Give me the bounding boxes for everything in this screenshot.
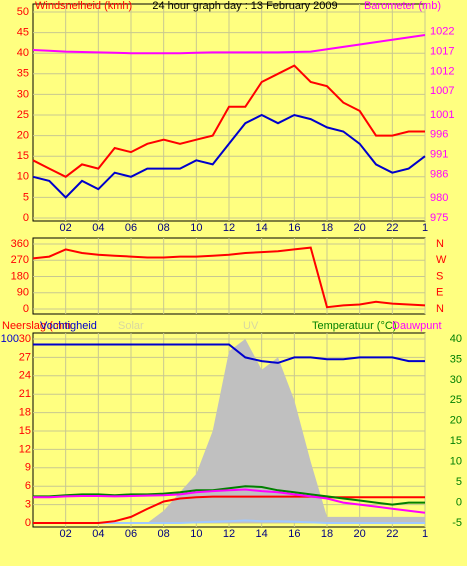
- y2-tick-label: 996: [430, 129, 448, 141]
- y2-tick-label: 1007: [430, 85, 454, 97]
- y2-tick-label: 5: [456, 476, 462, 488]
- y-axis-label: Windsnelheid (kmh): [35, 0, 132, 12]
- y2-tick-label: N: [436, 238, 444, 250]
- x-tick-label: 16: [288, 528, 300, 540]
- y2-tick-label: 30: [450, 374, 462, 386]
- y2-tick-label: 980: [430, 192, 448, 204]
- x-tick-label: 22: [386, 528, 398, 540]
- y-tick-label: 0: [23, 212, 29, 224]
- x-tick-label: 06: [125, 528, 137, 540]
- line: [33, 495, 425, 524]
- y-tick-label: 180: [11, 270, 29, 282]
- x-tick-label: 1: [422, 528, 428, 540]
- y2-tick-label: 986: [430, 168, 448, 180]
- y-tick-label: 35: [17, 68, 29, 80]
- y2-tick-label: 975: [430, 212, 448, 224]
- x-tick-label: 02: [60, 528, 72, 540]
- line: [32, 64, 425, 178]
- x-tick-label: 1: [422, 222, 428, 234]
- chart-title: 24 hour graph day : 13 February 2009: [152, 0, 337, 12]
- y-tick-label: 0: [23, 303, 29, 315]
- x-tick-label: 22: [386, 222, 398, 234]
- y-tick-label: 30: [19, 333, 31, 345]
- y2-tick-label: 20: [450, 415, 462, 427]
- y-tick-label: 25: [17, 109, 29, 121]
- y2-tick-label: N: [436, 303, 444, 315]
- x-tick-label: 18: [321, 528, 333, 540]
- x-tick-label: 02: [60, 222, 72, 234]
- y2-tick-label: S: [436, 270, 443, 282]
- series-label: Dauwpunt: [392, 320, 442, 332]
- x-tick-label: 10: [190, 222, 202, 234]
- series-label: UV: [243, 320, 259, 332]
- y3-tick-label: 100: [1, 333, 19, 345]
- y-tick-label: 3: [25, 499, 31, 511]
- series-label: Temperatuur (°C): [312, 320, 396, 332]
- x-tick-label: 12: [223, 528, 235, 540]
- y2-tick-label: E: [436, 287, 443, 299]
- line: [32, 34, 426, 55]
- y2-tick-label: 0: [456, 496, 462, 508]
- y-tick-label: 45: [17, 27, 29, 39]
- x-tick-label: 04: [92, 222, 104, 234]
- line: [33, 343, 425, 364]
- line: [32, 113, 426, 199]
- x-tick-label: 10: [190, 528, 202, 540]
- y-tick-label: 270: [11, 254, 29, 266]
- y-tick-label: 12: [19, 443, 31, 455]
- line: [33, 485, 425, 506]
- y-tick-label: 30: [17, 88, 29, 100]
- y-tick-label: 15: [17, 150, 29, 162]
- x-tick-label: 14: [256, 528, 268, 540]
- x-tick-label: 12: [223, 222, 235, 234]
- x-tick-label: 18: [321, 222, 333, 234]
- area: [33, 339, 425, 523]
- y-tick-label: 9: [25, 462, 31, 474]
- x-tick-label: 08: [158, 222, 170, 234]
- y2-tick-label: 15: [450, 435, 462, 447]
- x-tick-label: 20: [354, 222, 366, 234]
- series-label: Vochtigheid: [40, 320, 97, 332]
- x-tick-label: 04: [92, 528, 104, 540]
- y-tick-label: 5: [23, 191, 29, 203]
- y2-tick-label: 40: [450, 333, 462, 345]
- line: [32, 246, 426, 309]
- x-tick-label: 06: [125, 222, 137, 234]
- y2-tick-label: W: [436, 254, 447, 266]
- x-tick-label: 14: [256, 222, 268, 234]
- y-tick-label: 40: [17, 47, 29, 59]
- y2-axis-label: Barometer (mb): [364, 0, 441, 12]
- y2-tick-label: -5: [452, 517, 462, 529]
- x-tick-label: 08: [158, 528, 170, 540]
- y-tick-label: 50: [17, 6, 29, 18]
- x-tick-label: 20: [354, 528, 366, 540]
- x-tick-label: 16: [288, 222, 300, 234]
- y-tick-label: 20: [17, 130, 29, 142]
- y2-tick-label: 10: [450, 456, 462, 468]
- y2-tick-label: 1022: [430, 26, 454, 38]
- y-tick-label: 360: [11, 238, 29, 250]
- y-tick-label: 90: [17, 287, 29, 299]
- series-label: Solar: [118, 320, 144, 332]
- line: [33, 488, 426, 514]
- y-tick-label: 18: [19, 407, 31, 419]
- y-tick-label: 21: [19, 388, 31, 400]
- y-tick-label: 10: [17, 171, 29, 183]
- y2-tick-label: 25: [450, 394, 462, 406]
- y-tick-label: 0: [25, 517, 31, 529]
- y2-tick-label: 991: [430, 149, 448, 161]
- y-tick-label: 15: [19, 425, 31, 437]
- y-tick-label: 6: [25, 480, 31, 492]
- y2-tick-label: 35: [450, 353, 462, 365]
- series-label: Neerslag (mm: [2, 320, 71, 332]
- y-tick-label: 27: [19, 351, 31, 363]
- y-tick-label: 24: [19, 370, 31, 382]
- y2-tick-label: 1001: [430, 109, 454, 121]
- y2-tick-label: 1017: [430, 46, 454, 58]
- y2-tick-label: 1012: [430, 65, 454, 77]
